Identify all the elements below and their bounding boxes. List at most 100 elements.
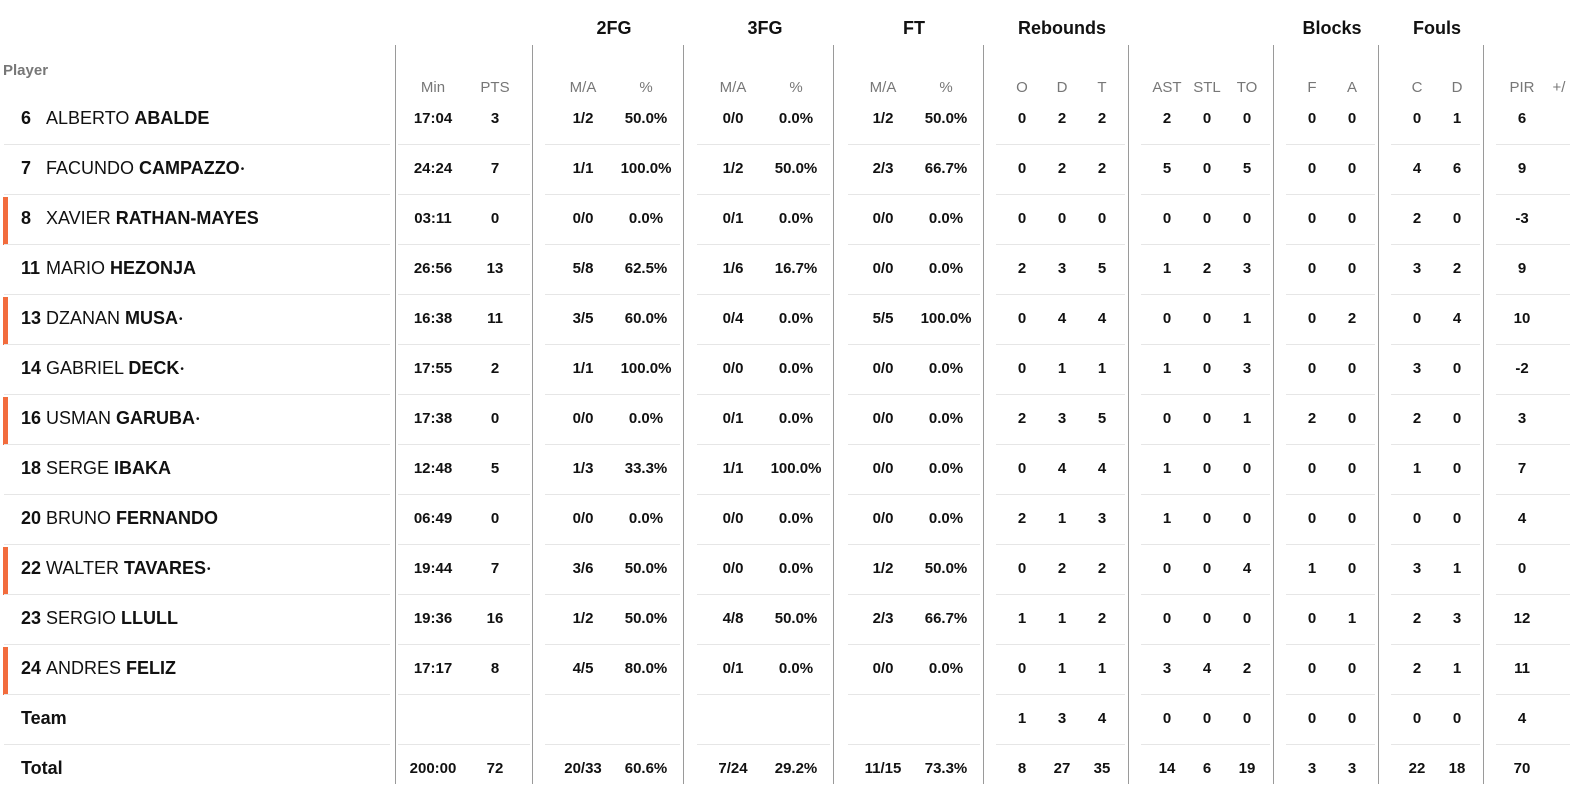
column-header-fouls-c: C [1411, 79, 1423, 96]
stat-cell-stl: 0 [1202, 210, 1212, 227]
row-divider [398, 544, 530, 545]
row-divider [545, 544, 680, 545]
player-row[interactable]: 14 GABRIEL DECK• 17:55 2 1/1 100.0% 0/0 0.0% 0/0… [0, 346, 1570, 396]
player-number: 13 [21, 308, 42, 328]
stat-cell-ft-ma: 0/0 [872, 460, 894, 477]
stat-cell-fg2-ma: 0/0 [572, 410, 594, 427]
row-divider [4, 694, 390, 695]
row-divider [1141, 594, 1270, 595]
row-divider [848, 544, 980, 545]
row-divider [996, 344, 1125, 345]
row-divider [1496, 494, 1570, 495]
player-name[interactable]: BRUNO FERNANDO [46, 508, 218, 529]
player-name[interactable]: USMAN GARUBA• [46, 408, 200, 429]
player-name[interactable]: FACUNDO CAMPAZZO• [46, 158, 244, 179]
stat-cell-d: 2 [1057, 110, 1067, 127]
column-divider [1378, 45, 1379, 784]
player-row[interactable]: 13 DZANAN MUSA• 16:38 11 3/5 60.0% 0/4 0.0% 5/5 1… [0, 296, 1570, 346]
player-row[interactable]: 24 ANDRES FELIZ 17:17 8 4/5 80.0% 0/1 0.0% 0/0 0.… [0, 646, 1570, 696]
row-divider [697, 194, 830, 195]
stat-cell-o: 2 [1017, 410, 1027, 427]
stat-cell-fg3-pct: 50.0% [774, 610, 818, 627]
stat-cell-ast: 0 [1162, 210, 1172, 227]
column-header-plus-minus: +/ [1552, 79, 1566, 96]
row-divider [1496, 644, 1570, 645]
stat-cell-fd: 0 [1452, 410, 1462, 427]
row-divider [398, 594, 530, 595]
player-row[interactable]: 8 XAVIER RATHAN-MAYES 03:11 0 0/0 0.0% 0/1 0.0%… [0, 196, 1570, 246]
stat-cell-o: 0 [1017, 310, 1027, 327]
stat-cell-fg3-ma: 7/24 [718, 760, 748, 777]
player-row[interactable]: 6 ALBERTO ABALDE 17:04 3 1/2 50.0% 0/0 0.0% 1/2 5… [0, 96, 1570, 146]
row-divider [545, 194, 680, 195]
player-first-name: ANDRES [46, 658, 122, 678]
player-name[interactable]: ANDRES FELIZ [46, 658, 176, 679]
stat-cell-ft-pct: 73.3% [924, 760, 968, 777]
stat-cell-fg3-pct: 0.0% [778, 560, 814, 577]
row-divider [1391, 144, 1480, 145]
row-divider [1496, 244, 1570, 245]
stat-cell-t: 1 [1097, 660, 1107, 677]
stat-cell-min: 19:36 [413, 610, 453, 627]
player-row[interactable]: 22 WALTER TAVARES• 19:44 7 3/6 50.0% 0/0 0.0% 1/… [0, 546, 1570, 596]
stat-cell-fd: 3 [1452, 610, 1462, 627]
stat-cell-to: 19 [1238, 760, 1256, 777]
stat-cell-pts: 13 [486, 260, 504, 277]
stat-cell-o: 8 [1017, 760, 1027, 777]
row-divider [1286, 644, 1375, 645]
player-name[interactable]: GABRIEL DECK• [46, 358, 184, 379]
stat-cell-bf: 0 [1307, 710, 1317, 727]
player-row[interactable]: 20 BRUNO FERNANDO 06:49 0 0/0 0.0% 0/0 0.0% 0/0 0… [0, 496, 1570, 546]
player-name[interactable]: SERGE IBAKA [46, 458, 171, 479]
stat-cell-stl: 0 [1202, 410, 1212, 427]
stat-cell-to: 4 [1242, 560, 1252, 577]
row-divider [1141, 294, 1270, 295]
stat-cell-pir: 11 [1514, 660, 1530, 677]
player-row[interactable]: 23 SERGIO LLULL 19:36 16 1/2 50.0% 4/8 50.0% 2/3… [0, 596, 1570, 646]
player-name[interactable]: SERGIO LLULL [46, 608, 178, 629]
player-name[interactable]: WALTER TAVARES• [46, 558, 211, 579]
stat-cell-stl: 0 [1202, 710, 1212, 727]
stat-cell-fc: 0 [1412, 510, 1422, 527]
stat-cell-to: 0 [1242, 460, 1252, 477]
stat-cell-fc: 0 [1412, 310, 1422, 327]
stat-cell-min: 12:48 [413, 460, 453, 477]
stat-cell-to: 0 [1242, 110, 1252, 127]
player-name[interactable]: MARIO HEZONJA [46, 258, 196, 279]
player-name[interactable]: XAVIER RATHAN-MAYES [46, 208, 259, 229]
player-first-name: FACUNDO [46, 158, 135, 178]
player-number: 14 [21, 358, 42, 378]
stat-cell-d: 4 [1057, 310, 1067, 327]
player-row[interactable]: 7 FACUNDO CAMPAZZO• 24:24 7 1/1 100.0% 1/2 50.0… [0, 146, 1570, 196]
starter-dot-icon: • [196, 413, 200, 425]
stat-cell-bf: 0 [1307, 160, 1317, 177]
player-row[interactable]: 11 MARIO HEZONJA 26:56 13 5/8 62.5% 1/6 16.7% 0/… [0, 246, 1570, 296]
player-row[interactable]: 16 USMAN GARUBA• 17:38 0 0/0 0.0% 0/1 0.0% 0/0 0.… [0, 396, 1570, 446]
row-divider [697, 244, 830, 245]
column-divider [1483, 45, 1484, 784]
row-divider [398, 344, 530, 345]
column-header-blk-a: A [1346, 79, 1358, 96]
row-divider [1141, 344, 1270, 345]
player-name[interactable]: ALBERTO ABALDE [46, 108, 209, 129]
stat-cell-to: 0 [1242, 210, 1252, 227]
stat-cell-o: 2 [1017, 260, 1027, 277]
player-row[interactable]: 18 SERGE IBAKA 12:48 5 1/3 33.3% 1/1 100.0% 0/0 0… [0, 446, 1570, 496]
stat-cell-d: 3 [1057, 260, 1067, 277]
row-divider [4, 494, 390, 495]
stat-cell-t: 2 [1097, 610, 1107, 627]
stat-cell-ft-ma: 0/0 [872, 210, 894, 227]
column-header-t: T [1097, 79, 1107, 96]
player-name[interactable]: DZANAN MUSA• [46, 308, 183, 329]
stat-cell-pir: -3 [1515, 210, 1529, 227]
player-first-name: GABRIEL [46, 358, 124, 378]
stat-cell-t: 3 [1097, 510, 1107, 527]
row-divider [1141, 494, 1270, 495]
starter-marker [3, 547, 8, 595]
stat-cell-min: 17:38 [413, 410, 453, 427]
starter-marker [3, 197, 8, 245]
stat-cell-pir: 6 [1517, 110, 1527, 127]
stat-cell-fg3-pct: 0.0% [778, 510, 814, 527]
row-divider [996, 744, 1125, 745]
row-divider [4, 294, 390, 295]
